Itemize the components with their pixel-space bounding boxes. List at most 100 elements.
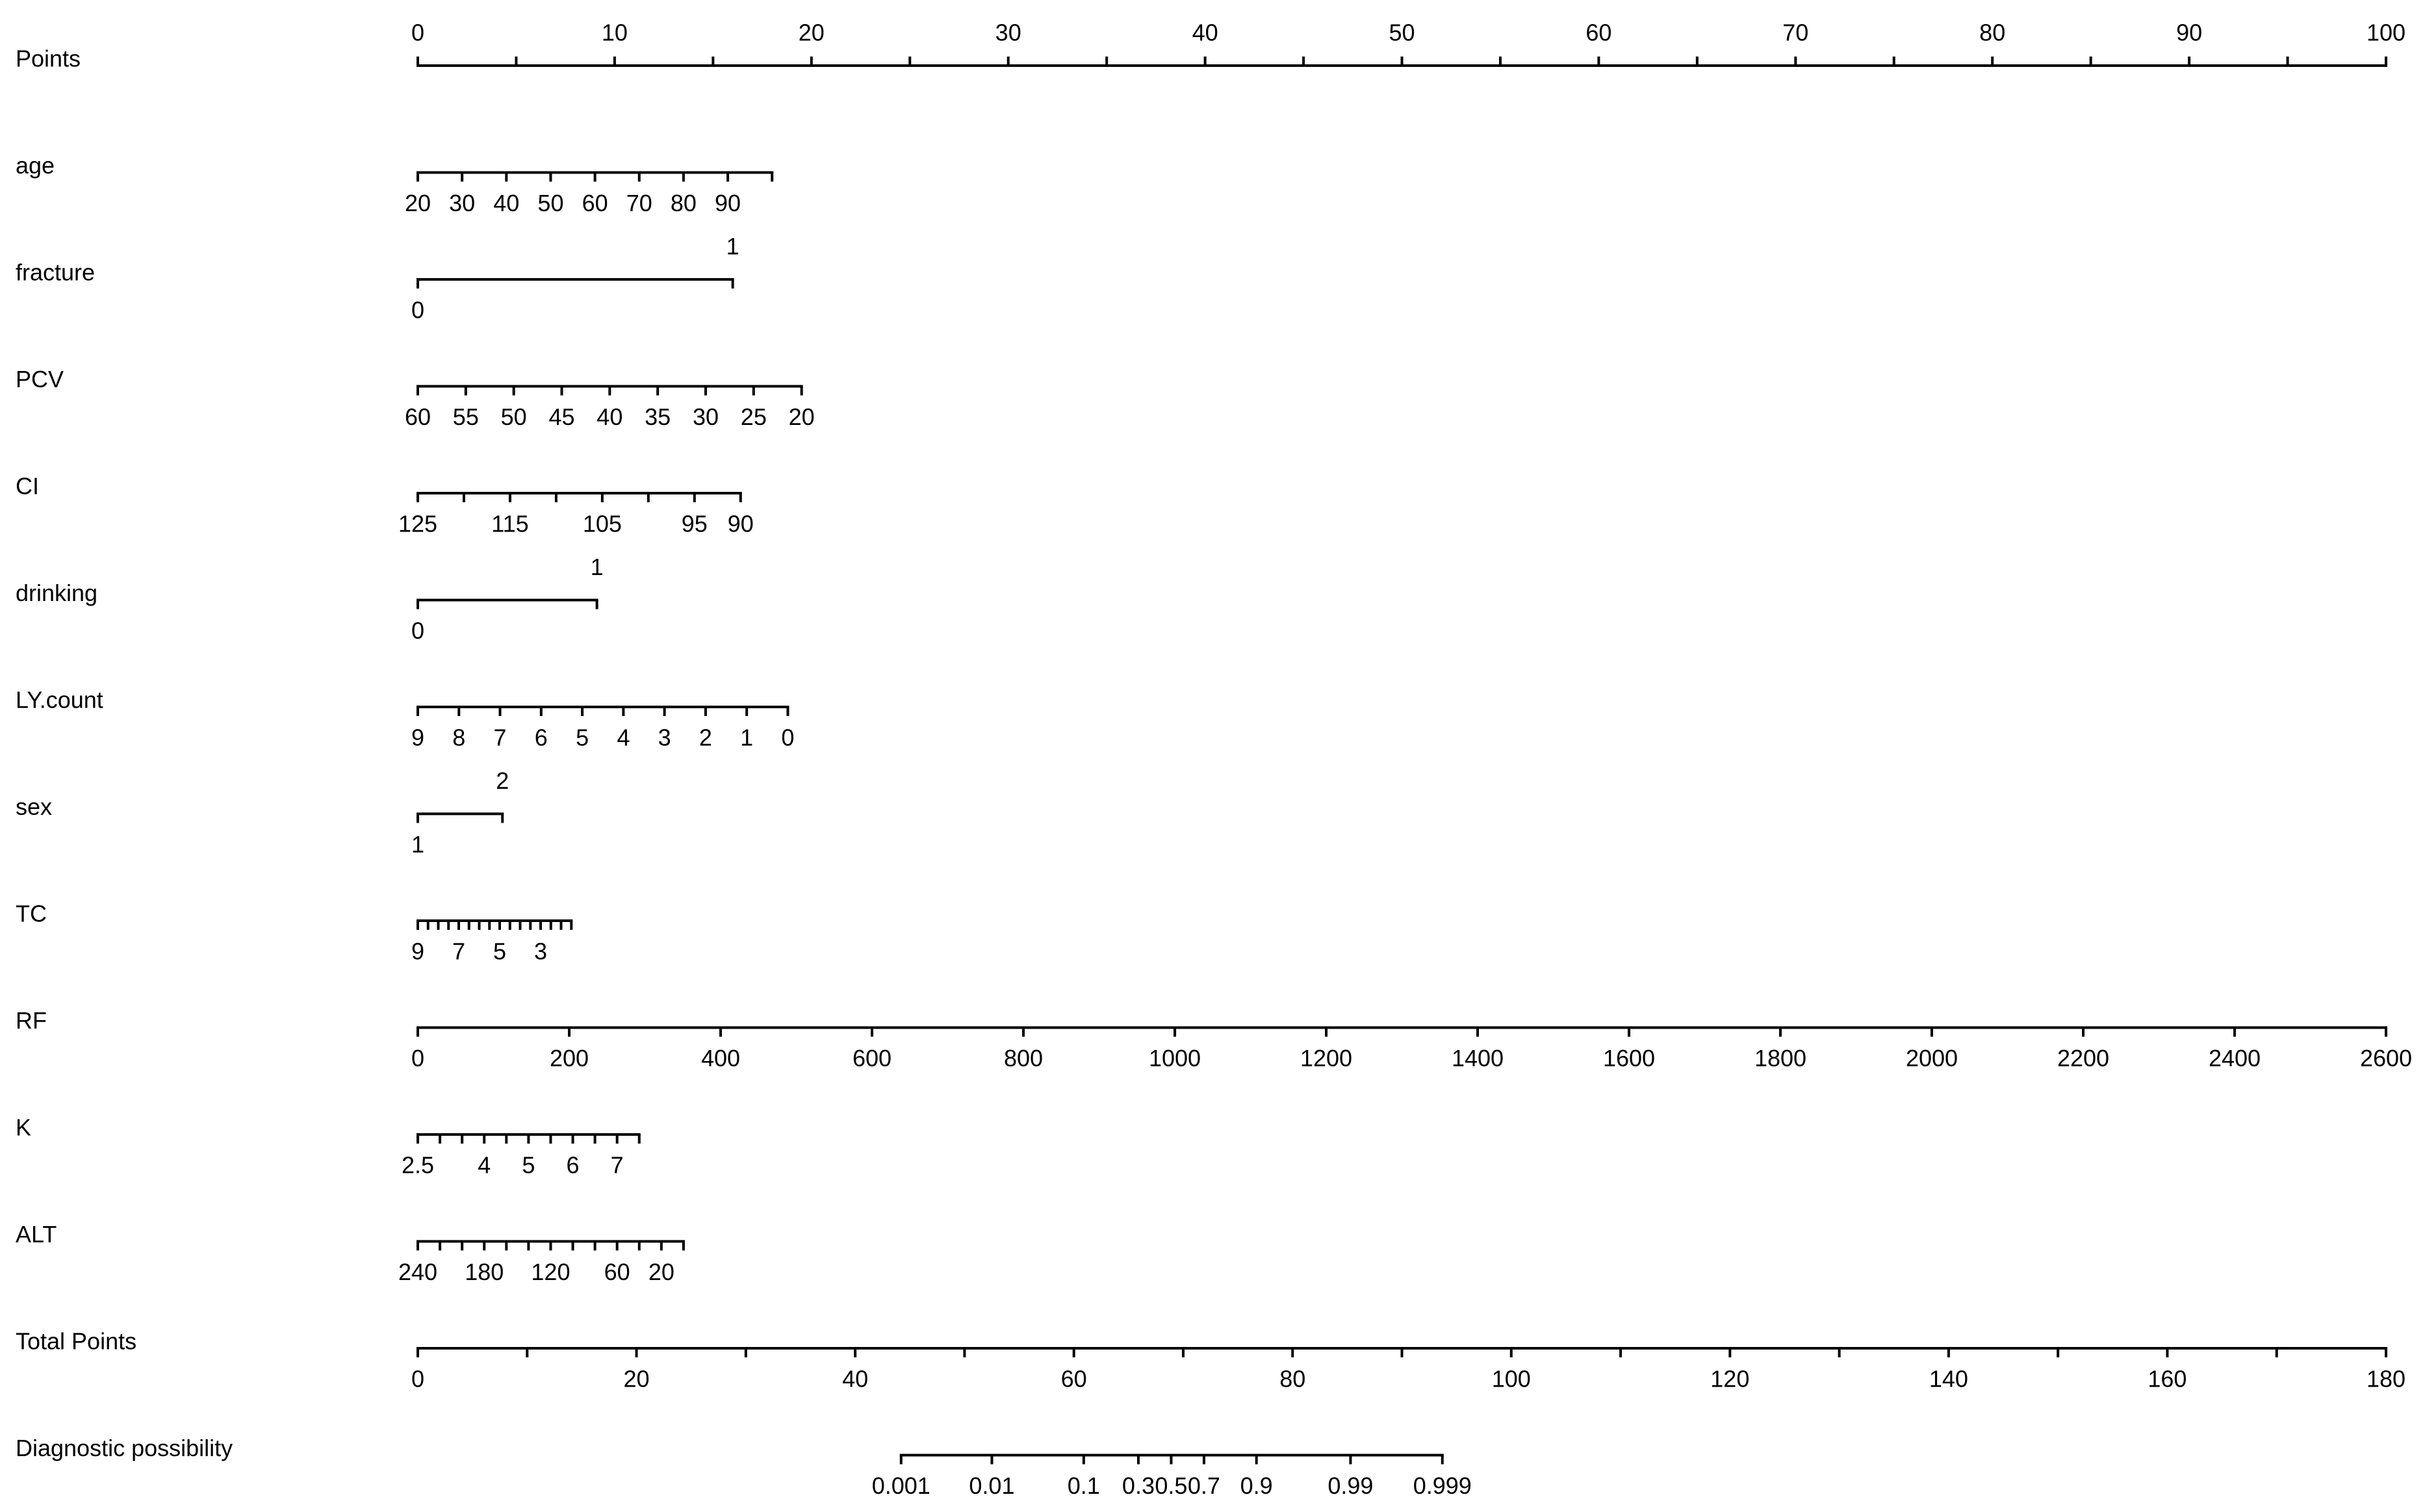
tick-label: 20 [624,1366,650,1392]
row-label: sex [16,793,52,820]
tick-label: 90 [715,190,741,216]
tick-label: 80 [1279,1366,1305,1392]
row-label: LY.count [16,687,103,713]
tick-label: 60 [405,404,431,430]
tick-label: 2200 [2057,1045,2109,1071]
tick-label: 90 [2176,19,2202,46]
tick-label: 0.7 [1188,1472,1220,1499]
tick-label: 90 [728,511,754,537]
tick-label: 1 [740,724,753,751]
tick-label: 20 [799,19,825,46]
tick-label: 1 [411,831,424,858]
tick-label: 0 [411,1366,424,1392]
row-label: Points [16,45,81,72]
tick-label: 1 [726,233,739,260]
tick-label: 105 [583,511,622,537]
tick-label: 80 [671,190,697,216]
tick-label: 8 [452,724,465,751]
tick-label: 2000 [1906,1045,1958,1071]
tick-label: 40 [597,404,622,430]
tick-label: 3 [534,938,547,965]
tick-label: 45 [548,404,574,430]
tick-label: 95 [682,511,708,537]
tick-label: 1 [591,554,604,580]
tick-label: 180 [465,1259,504,1285]
row-label: Diagnostic possibility [16,1435,233,1461]
tick-label: 0 [411,297,424,324]
tick-label: 6 [535,724,548,751]
tick-label: 55 [453,404,479,430]
tick-label: 35 [645,404,671,430]
tick-label: 70 [1782,19,1808,46]
row-label: Total Points [16,1328,136,1355]
tick-label: 6 [567,1152,580,1179]
tick-label: 2400 [2209,1045,2261,1071]
tick-label: 5 [522,1152,535,1179]
tick-label: 800 [1004,1045,1043,1071]
tick-label: 120 [531,1259,570,1285]
tick-label: 70 [626,190,652,216]
tick-label: 240 [398,1259,437,1285]
tick-label: 60 [604,1259,630,1285]
row-label: TC [16,901,47,927]
tick-label: 50 [537,190,563,216]
row-label: fracture [16,259,95,286]
tick-label: 20 [648,1259,674,1285]
tick-label: 0.99 [1328,1472,1373,1499]
tick-label: 160 [2148,1366,2187,1392]
tick-label: 0 [411,19,424,46]
tick-label: 30 [693,404,719,430]
tick-label: 0.9 [1240,1472,1273,1499]
tick-label: 80 [1979,19,2005,46]
row-label: ALT [16,1221,57,1248]
tick-label: 1800 [1754,1045,1806,1071]
tick-label: 2.5 [402,1152,434,1179]
tick-label: 0.001 [872,1472,930,1499]
tick-label: 40 [493,190,519,216]
tick-label: 600 [853,1045,892,1071]
tick-label: 1200 [1300,1045,1352,1071]
tick-label: 30 [995,19,1021,46]
tick-label: 100 [2367,19,2406,46]
tick-label: 1600 [1603,1045,1655,1071]
tick-label: 140 [1929,1366,1968,1392]
tick-label: 0.1 [1068,1472,1100,1499]
tick-label: 50 [1389,19,1415,46]
tick-label: 3 [658,724,671,751]
tick-label: 40 [842,1366,868,1392]
row-label: age [16,152,55,179]
tick-label: 1400 [1452,1045,1504,1071]
tick-label: 4 [478,1152,491,1179]
row-label: drinking [16,580,97,606]
tick-label: 7 [611,1152,624,1179]
tick-label: 0.999 [1413,1472,1472,1499]
tick-label: 60 [1585,19,1611,46]
tick-label: 50 [501,404,527,430]
tick-label: 60 [582,190,608,216]
tick-label: 9 [411,724,424,751]
tick-label: 7 [452,938,465,965]
tick-label: 40 [1192,19,1218,46]
row-label: CI [16,473,39,500]
tick-label: 125 [398,511,437,537]
tick-label: 120 [1710,1366,1749,1392]
tick-label: 2 [496,767,509,794]
tick-label: 5 [576,724,589,751]
tick-label: 2 [699,724,712,751]
tick-label: 115 [491,511,528,537]
tick-label: 20 [789,404,815,430]
tick-label: 25 [741,404,767,430]
tick-label: 9 [411,938,424,965]
tick-label: 10 [602,19,628,46]
row-label: RF [16,1007,47,1034]
tick-label: 200 [550,1045,589,1071]
tick-label: 2600 [2360,1045,2412,1071]
tick-label: 60 [1061,1366,1087,1392]
tick-label: 400 [701,1045,740,1071]
tick-label: 0 [781,724,794,751]
tick-label: 0 [411,1045,424,1071]
tick-label: 1000 [1149,1045,1201,1071]
tick-label: 0.01 [969,1472,1014,1499]
